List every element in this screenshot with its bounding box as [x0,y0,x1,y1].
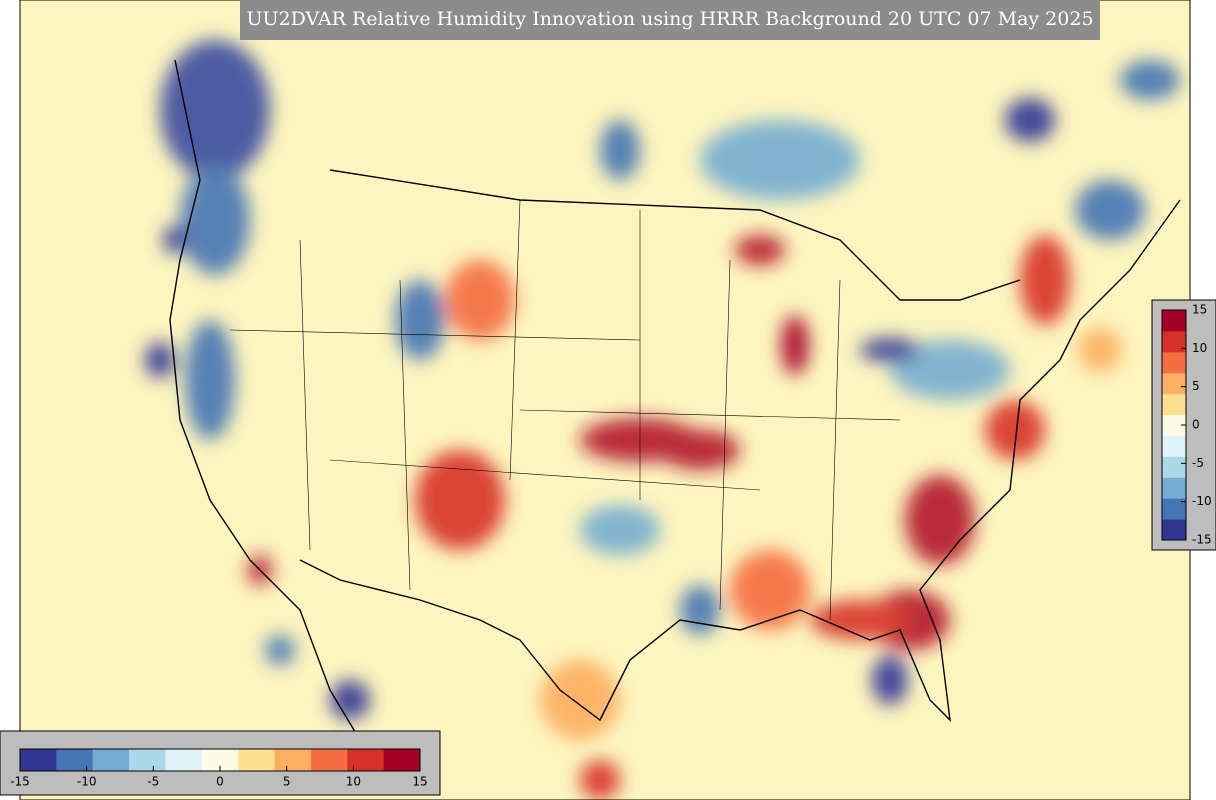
colorbar-segment [129,749,166,771]
title-box [240,0,1100,40]
colorbar-segment [165,749,203,771]
tick-label: 5 [283,775,291,789]
tick-label: 10 [346,775,361,789]
vertical-colorbar: -15 -10 -5 0 5 10 15 [1161,303,1212,547]
colorbar-segment [1162,351,1186,374]
colorbar-segment [1162,498,1186,520]
colorbar-segment [1162,310,1186,332]
horizontal-colorbar: -15 -10 -5 0 5 10 15 [10,748,428,789]
colorbar-segment [1162,372,1186,395]
colorbar-segment [1162,414,1186,436]
colorbar-segment [274,749,312,771]
tick-label: -15 [1192,533,1212,547]
tick-label: 0 [1192,418,1200,432]
state-borders [229,199,901,621]
tick-label: 15 [412,775,427,789]
colorbar-segment [1162,477,1186,499]
colorbar-segment [92,749,130,771]
tick-label: 10 [1192,341,1207,355]
colorbar-segment [383,749,421,771]
map [20,0,1190,800]
tick-label: 15 [1192,303,1207,317]
colorbar-segment [56,749,94,771]
title: UU2DVAR Relative Humidity Innovation usi… [246,8,1093,30]
tick-label: 5 [1192,379,1200,393]
colorbar-segment [1162,330,1186,353]
colorbar-segment [1162,456,1186,478]
colorbar-segment [1162,519,1186,541]
colorbar-segment [20,749,57,771]
colorbar-segment [1162,393,1186,416]
colorbar-segment [201,749,239,771]
tick-label: -10 [1192,494,1212,508]
tick-label: -10 [77,775,97,789]
colorbar-segment [1162,435,1186,457]
colorbar-segment [347,749,385,771]
tick-label: -15 [10,775,30,789]
colorbar-segment [310,749,348,771]
tick-label: 0 [216,775,224,789]
tick-label: -5 [1192,456,1204,470]
colorbar-segment [238,749,276,771]
tick-label: -5 [147,775,159,789]
